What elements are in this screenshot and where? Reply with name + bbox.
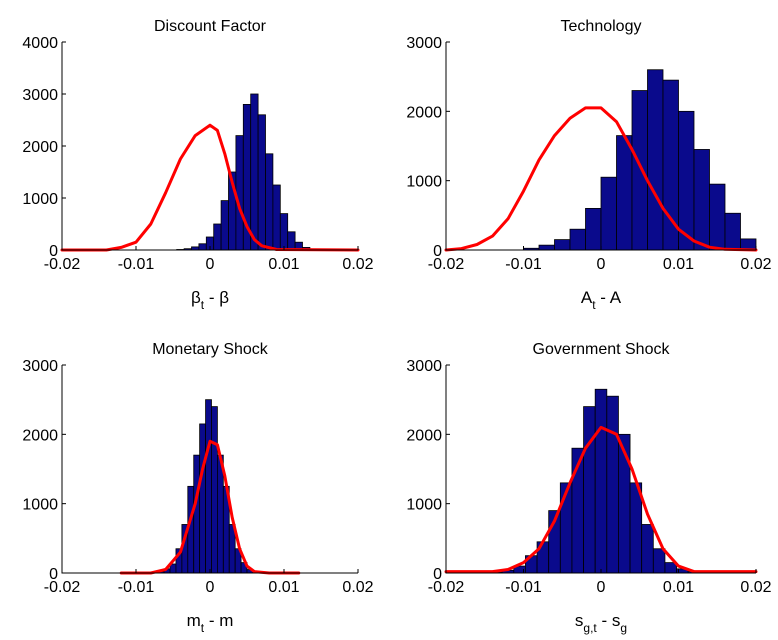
chart-title: Technology xyxy=(561,18,642,35)
y-tick-label: 0 xyxy=(433,566,442,583)
y-tick-label: 2000 xyxy=(22,139,58,156)
chart-panel: Technology -0.02 -0.01 0 0.01 0.02 0 1000 2000 30… xyxy=(406,18,771,312)
x-tick-label: 0.01 xyxy=(663,256,694,273)
histogram-bar xyxy=(641,524,654,574)
histogram-bar xyxy=(631,90,648,251)
x-tick-label: -0.01 xyxy=(505,579,542,596)
x-axis-label-main: m xyxy=(187,611,201,630)
x-axis-label-subscript: t xyxy=(201,621,205,635)
histogram-bar xyxy=(709,183,726,251)
x-tick-label: -0.01 xyxy=(118,256,155,273)
x-axis-label: sg,t - sg xyxy=(575,611,627,635)
histogram-bar xyxy=(647,69,664,251)
x-axis-label-rest: - A xyxy=(596,288,622,307)
histogram-bar xyxy=(265,153,274,251)
x-axis-label: βt - β xyxy=(191,288,229,312)
x-axis-label-main: s xyxy=(575,611,584,630)
x-axis-label-subscript: t xyxy=(592,298,596,312)
x-tick-label: -0.02 xyxy=(44,579,81,596)
x-axis-label-rest: - s xyxy=(597,611,621,630)
x-axis-label-rest: - β xyxy=(204,288,229,307)
x-axis-label-main: A xyxy=(581,288,593,307)
x-tick-label: -0.02 xyxy=(428,256,465,273)
x-tick-label: -0.01 xyxy=(118,579,155,596)
y-tick-label: 3000 xyxy=(406,358,442,375)
x-tick-label: 0 xyxy=(597,579,606,596)
y-tick-label: 1000 xyxy=(22,497,58,514)
x-tick-label: 0.02 xyxy=(740,579,771,596)
histogram-bar xyxy=(211,406,218,574)
histogram-bar xyxy=(205,399,212,574)
histogram-bar xyxy=(199,423,206,574)
x-tick-label: 0.01 xyxy=(663,579,694,596)
y-tick-label: 0 xyxy=(433,243,442,260)
y-tick-label: 2000 xyxy=(22,427,58,444)
x-tick-label: -0.01 xyxy=(505,256,542,273)
chart-title: Government Shock xyxy=(533,341,671,358)
histogram-bar xyxy=(569,228,586,251)
histogram-bar xyxy=(594,388,608,574)
histogram-bar xyxy=(220,200,229,251)
histogram-bar xyxy=(279,213,289,251)
y-tick-label: 0 xyxy=(49,566,58,583)
x-tick-label: 0.02 xyxy=(740,256,771,273)
histogram-bar xyxy=(585,207,602,251)
axis-lines xyxy=(61,42,358,251)
histogram-bar xyxy=(616,135,633,251)
x-tick-label: -0.02 xyxy=(44,256,81,273)
histogram-bar xyxy=(652,548,666,574)
y-tick-label: 1000 xyxy=(22,191,58,208)
y-tick-label: 0 xyxy=(49,243,58,260)
x-axis-label: mt - m xyxy=(187,611,234,635)
density-curve xyxy=(444,106,758,252)
histogram-bar xyxy=(724,212,741,251)
histogram-bar xyxy=(272,184,281,251)
chart-title: Monetary Shock xyxy=(152,341,269,358)
x-axis-label-subscript: t xyxy=(201,298,205,312)
density-curve xyxy=(60,123,360,252)
x-axis-label-subscript: g,t xyxy=(583,621,597,635)
y-tick-label: 1000 xyxy=(406,497,442,514)
chart-panel: Discount Factor -0.02 -0.01 0 0.01 0.02 0 1000 2… xyxy=(22,18,373,312)
x-tick-label: 0.02 xyxy=(342,579,373,596)
y-tick-label: 2000 xyxy=(406,427,442,444)
chart-panel: Monetary Shock -0.02 -0.01 0 0.01 0.02 0 1000 20… xyxy=(22,341,373,635)
chart-panel: Government Shock -0.02 -0.01 0 0.01 0.02 0 1000… xyxy=(406,341,771,635)
histogram-bar xyxy=(257,114,266,251)
histogram-bar xyxy=(600,176,617,251)
chart-title: Discount Factor xyxy=(154,18,267,35)
histogram-bar xyxy=(216,454,224,574)
x-axis-label-subscript: g xyxy=(620,621,627,635)
x-tick-label: -0.02 xyxy=(428,579,465,596)
density-curve xyxy=(119,439,301,575)
density-curve xyxy=(444,425,758,574)
histogram-bar xyxy=(235,135,244,251)
x-tick-label: 0 xyxy=(206,579,215,596)
y-tick-label: 3000 xyxy=(22,358,58,375)
x-axis-label: At - A xyxy=(581,288,622,312)
histogram-bar xyxy=(538,244,555,251)
x-axis-label-main: β xyxy=(191,288,201,307)
x-axis-label-rest: - m xyxy=(204,611,233,630)
histogram-bar xyxy=(583,406,596,574)
histogram-bar xyxy=(693,149,710,251)
histogram-bar xyxy=(198,243,207,251)
histogram-bar xyxy=(250,93,259,251)
x-tick-label: 0 xyxy=(206,256,215,273)
y-tick-label: 3000 xyxy=(22,87,58,104)
y-tick-label: 1000 xyxy=(406,174,442,191)
histogram-bar xyxy=(287,231,296,251)
x-tick-label: 0.01 xyxy=(268,579,299,596)
histogram-bar xyxy=(554,239,571,251)
x-tick-label: 0.02 xyxy=(342,256,373,273)
x-tick-label: 0.01 xyxy=(268,256,299,273)
x-tick-label: 0 xyxy=(597,256,606,273)
y-tick-label: 4000 xyxy=(22,35,58,52)
histogram-bar xyxy=(213,223,222,251)
histogram-bar xyxy=(606,395,619,574)
histogram-bar xyxy=(193,454,201,574)
y-tick-label: 3000 xyxy=(406,35,442,52)
y-tick-label: 2000 xyxy=(406,104,442,121)
